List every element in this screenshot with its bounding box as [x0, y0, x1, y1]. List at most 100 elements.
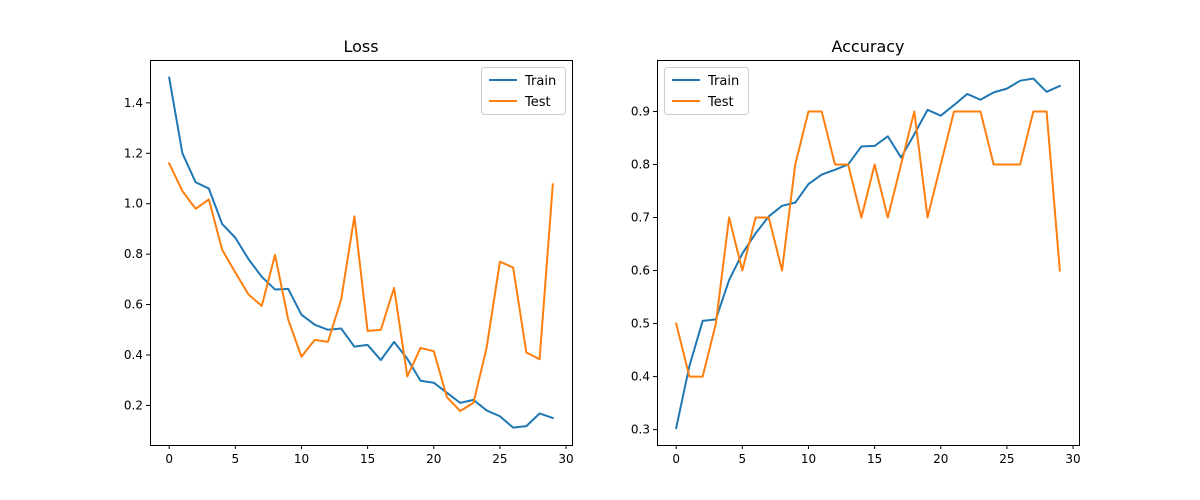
chart-title: Accuracy — [831, 37, 904, 56]
x-tick-label: 30 — [1065, 452, 1080, 466]
data-point-train — [181, 152, 183, 154]
data-point-test — [702, 376, 704, 378]
data-point-test — [1046, 110, 1048, 112]
chart-title: Loss — [343, 37, 378, 56]
x-tick-label: 15 — [867, 452, 882, 466]
data-point-train — [979, 99, 981, 101]
data-point-test — [181, 190, 183, 192]
data-point-test — [393, 287, 395, 289]
y-tick-label: 1.0 — [124, 197, 143, 211]
x-tick-label: 5 — [739, 452, 747, 466]
data-point-train — [420, 380, 422, 382]
data-point-train — [755, 232, 757, 234]
data-point-test — [715, 323, 717, 325]
data-point-test — [274, 254, 276, 256]
data-point-train — [353, 346, 355, 348]
data-point-test — [261, 305, 263, 307]
data-point-test — [675, 323, 677, 325]
data-point-test — [486, 346, 488, 348]
data-point-test — [979, 110, 981, 112]
data-point-train — [1032, 78, 1034, 80]
data-point-train — [406, 358, 408, 360]
data-point-train — [221, 223, 223, 225]
data-point-test — [927, 217, 929, 219]
y-tick-label: 1.4 — [124, 96, 143, 110]
data-point-test — [300, 356, 302, 358]
data-point-test — [499, 261, 501, 263]
data-point-train — [287, 288, 289, 290]
data-point-test — [913, 110, 915, 112]
data-point-train — [940, 115, 942, 117]
data-point-test — [539, 358, 541, 360]
data-point-test — [472, 402, 474, 404]
data-point-test — [248, 293, 250, 295]
data-point-test — [420, 347, 422, 349]
data-point-train — [887, 135, 889, 137]
x-tick-label: 0 — [672, 452, 680, 466]
data-point-train — [539, 412, 541, 414]
loss-legend: Train Test — [481, 67, 566, 115]
accuracy-plot-area — [674, 77, 1062, 430]
data-point-test — [1032, 110, 1034, 112]
data-point-test — [234, 272, 236, 274]
x-tick-label: 20 — [426, 452, 441, 466]
y-tick-label: 0.6 — [124, 298, 143, 312]
data-point-test — [794, 163, 796, 165]
data-point-train — [728, 279, 730, 281]
legend-label-test: Test — [524, 95, 551, 110]
data-point-test — [353, 215, 355, 217]
x-tick-label: 10 — [294, 452, 309, 466]
data-point-test — [367, 330, 369, 332]
loss-plot-area — [167, 76, 555, 429]
data-point-test — [953, 110, 955, 112]
data-point-test — [380, 329, 382, 331]
data-point-test — [287, 319, 289, 321]
data-point-test — [847, 163, 849, 165]
data-point-test — [459, 410, 461, 412]
legend-label-test: Test — [707, 95, 734, 110]
x-tick-label: 0 — [165, 452, 173, 466]
data-point-train — [953, 104, 955, 106]
data-point-test — [807, 110, 809, 112]
data-point-test — [512, 267, 514, 269]
data-point-train — [675, 427, 677, 429]
y-tick-label: 0.4 — [631, 370, 650, 384]
data-point-train — [741, 253, 743, 255]
data-point-train — [688, 365, 690, 367]
data-point-train — [248, 258, 250, 260]
loss-panel: Loss Train Test 0 5 10 15 20 25 30 0.2 0.4 0.6 0.8 1… — [124, 37, 574, 466]
y-tick-label: 0.8 — [631, 157, 650, 171]
data-point-test — [1059, 270, 1061, 272]
data-point-train — [459, 402, 461, 404]
y-tick-label: 0.2 — [124, 398, 143, 412]
data-point-train — [393, 341, 395, 343]
data-point-train — [874, 145, 876, 147]
data-point-test — [1006, 163, 1008, 165]
series-line-train — [168, 76, 555, 429]
data-point-train — [821, 174, 823, 176]
y-tick-label: 0.9 — [631, 104, 650, 118]
data-point-test — [887, 217, 889, 219]
data-point-test — [525, 351, 527, 353]
data-point-test — [834, 163, 836, 165]
data-point-train — [486, 409, 488, 411]
y-tick-label: 1.2 — [124, 146, 143, 160]
data-point-test — [552, 183, 554, 185]
data-point-train — [834, 169, 836, 171]
data-point-train — [340, 328, 342, 330]
data-point-test — [966, 110, 968, 112]
data-point-train — [1019, 80, 1021, 82]
data-point-test — [900, 163, 902, 165]
data-point-test — [688, 376, 690, 378]
x-tick-label: 25 — [999, 452, 1014, 466]
data-point-test — [741, 270, 743, 272]
data-point-test — [768, 217, 770, 219]
accuracy-panel: Accuracy Train Test 0 5 10 15 20 25 30 0.3 0.4 0.5… — [631, 37, 1081, 466]
data-point-test — [860, 217, 862, 219]
data-point-train — [367, 344, 369, 346]
y-tick-label: 0.4 — [124, 348, 143, 362]
data-point-train — [234, 237, 236, 239]
data-point-train — [781, 205, 783, 207]
data-point-train — [300, 314, 302, 316]
